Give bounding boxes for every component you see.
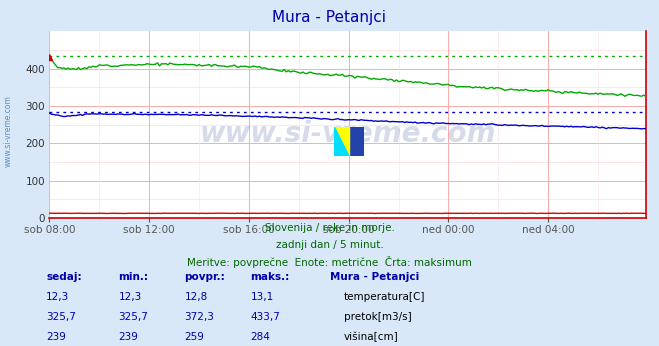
Text: 239: 239 [119,332,138,342]
Text: maks.:: maks.: [250,272,290,282]
Text: višina[cm]: višina[cm] [344,332,399,342]
Polygon shape [334,127,349,142]
Text: Mura - Petanjci: Mura - Petanjci [330,272,418,282]
Text: 284: 284 [250,332,270,342]
Bar [349,127,364,156]
Text: 433,7: 433,7 [250,312,280,322]
Text: 325,7: 325,7 [46,312,76,322]
Text: temperatura[C]: temperatura[C] [344,292,426,302]
Polygon shape [334,127,349,156]
Text: 12,3: 12,3 [46,292,69,302]
Text: povpr.:: povpr.: [185,272,225,282]
Text: pretok[m3/s]: pretok[m3/s] [344,312,412,322]
Text: 325,7: 325,7 [119,312,148,322]
Text: 372,3: 372,3 [185,312,214,322]
Text: Mura - Petanjci: Mura - Petanjci [273,10,386,25]
Text: 259: 259 [185,332,204,342]
Polygon shape [334,127,349,156]
Text: 13,1: 13,1 [250,292,273,302]
Text: sedaj:: sedaj: [46,272,82,282]
Text: min.:: min.: [119,272,149,282]
Text: Meritve: povprečne  Enote: metrične  Črta: maksimum: Meritve: povprečne Enote: metrične Črta:… [187,256,472,268]
Text: zadnji dan / 5 minut.: zadnji dan / 5 minut. [275,240,384,250]
Polygon shape [334,127,349,156]
Text: www.si-vreme.com: www.si-vreme.com [200,120,496,148]
Text: 12,3: 12,3 [119,292,142,302]
Text: 12,8: 12,8 [185,292,208,302]
Text: www.si-vreme.com: www.si-vreme.com [3,95,13,167]
Text: Slovenija / reke in morje.: Slovenija / reke in morje. [264,223,395,233]
Text: 239: 239 [46,332,66,342]
Polygon shape [334,127,349,156]
